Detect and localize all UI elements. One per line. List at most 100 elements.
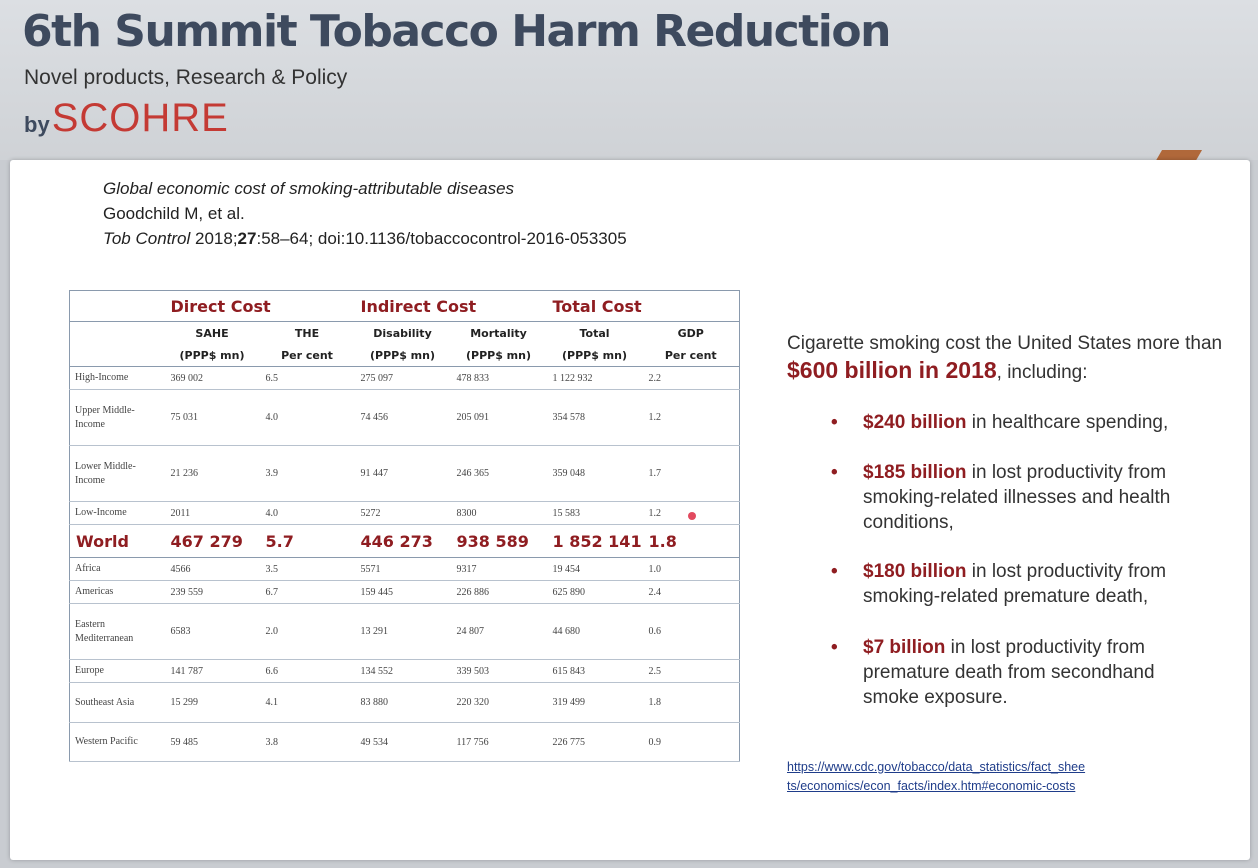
table-column-header-row: SAHE THE Disability Mortality Total GDP <box>69 321 740 344</box>
table-cell: 6583 <box>164 603 260 660</box>
table-cell: 117 756 <box>450 722 547 762</box>
article-reference: Global economic cost of smoking-attribut… <box>103 176 627 251</box>
row-label: Western Pacific <box>69 722 165 762</box>
world-value: 446 273 <box>354 524 451 558</box>
cost-bullet: • $240 billion in healthcare spending, <box>831 410 1211 435</box>
bullet-amount: $7 billion <box>863 637 946 658</box>
table-cell: 339 503 <box>450 659 547 683</box>
table-cell: 91 447 <box>354 445 451 502</box>
group-header-total-cost: Total Cost <box>552 296 642 316</box>
table-cell: 1.7 <box>642 445 740 502</box>
table-group-header-row: Direct Cost Indirect Cost Total Cost <box>70 291 740 322</box>
table-cell: 226 775 <box>546 722 643 762</box>
row-label: Americas <box>69 580 165 604</box>
table-cell: 15 299 <box>164 682 260 723</box>
cost-bullet: • $180 billion in lost productivity from … <box>831 559 1211 609</box>
table-cell: 2011 <box>164 501 260 525</box>
table-row: Africa 4566 3.5 5571 9317 19 454 1.0 <box>69 557 740 581</box>
title-banner <box>0 0 1258 160</box>
pointer-dot <box>688 512 696 520</box>
table-cell: 3.8 <box>259 722 355 762</box>
summit-subtitle: Novel products, Research & Policy <box>24 66 348 89</box>
article-citation: Tob Control 2018;27:58–64; doi:10.1136/t… <box>103 226 627 251</box>
unit-header: Per cent <box>642 344 740 367</box>
table-cell: 5571 <box>354 557 451 581</box>
table-cell: 74 456 <box>354 389 451 446</box>
bullet-text: in lost productivity from premature deat… <box>863 637 1155 708</box>
table-cell: 226 886 <box>450 580 547 604</box>
unit-header: Per cent <box>259 344 355 367</box>
row-label: Low-Income <box>69 501 165 525</box>
table-cell: 6.6 <box>259 659 355 683</box>
table-cell: 49 534 <box>354 722 451 762</box>
table-cell: 13 291 <box>354 603 451 660</box>
world-label: World <box>69 524 165 558</box>
table-cell: 369 002 <box>164 366 260 390</box>
table-cell: 2.4 <box>642 580 740 604</box>
table-row: Upper Middle-Income 75 031 4.0 74 456 205 09… <box>69 389 740 446</box>
table-cell: 75 031 <box>164 389 260 446</box>
row-label: High-Income <box>69 366 165 390</box>
column-header: Mortality <box>450 321 547 344</box>
bullet-text: in healthcare spending, <box>966 412 1169 433</box>
cost-bullet: • $185 billion in lost productivity from … <box>831 460 1211 535</box>
table-cell: 5272 <box>354 501 451 525</box>
unit-header: (PPP$ mn) <box>546 344 643 367</box>
column-header: THE <box>259 321 355 344</box>
unit-header: (PPP$ mn) <box>164 344 260 367</box>
empty-cell <box>69 344 165 367</box>
citation-pages-doi: :58–64; doi:10.1136/tobaccocontrol-2016-… <box>256 229 627 248</box>
column-header: Disability <box>354 321 451 344</box>
row-label: Europe <box>69 659 165 683</box>
table-cell: 319 499 <box>546 682 643 723</box>
row-label: Southeast Asia <box>69 682 165 723</box>
summary-intro-start: Cigarette smoking cost the United States… <box>787 333 1223 354</box>
table-cell: 83 880 <box>354 682 451 723</box>
economic-cost-table: Direct Cost Indirect Cost Total Cost SAHE TH… <box>69 290 740 762</box>
table-cell: 1.2 <box>642 389 740 446</box>
table-cell: 4.1 <box>259 682 355 723</box>
group-header-indirect-cost: Indirect Cost <box>360 296 477 316</box>
table-cell: 1.8 <box>642 682 740 723</box>
table-cell: 1 122 932 <box>546 366 643 390</box>
summit-title: 6th Summit Tobacco Harm Reduction <box>22 6 891 57</box>
world-value: 5.7 <box>259 524 355 558</box>
article-title: Global economic cost of smoking-attribut… <box>103 179 515 198</box>
bullet-marker: • <box>831 561 838 582</box>
table-cell: 141 787 <box>164 659 260 683</box>
cdc-source-link[interactable]: https://www.cdc.gov/tobacco/data_statist… <box>787 760 1086 793</box>
table-cell: 134 552 <box>354 659 451 683</box>
column-header: Total <box>546 321 643 344</box>
table-cell: 478 833 <box>450 366 547 390</box>
table-row: High-Income 369 002 6.5 275 097 478 833 1 122… <box>69 366 740 390</box>
slide-content: Global economic cost of smoking-attribut… <box>10 160 1250 860</box>
column-header: GDP <box>642 321 740 344</box>
brand-by: by <box>24 112 50 137</box>
brand-name: SCOHRE <box>51 96 229 140</box>
empty-cell <box>70 291 165 322</box>
table-cell: 6.7 <box>259 580 355 604</box>
table-row: Eastern Mediterranean 6583 2.0 13 291 24 807… <box>69 603 740 660</box>
unit-header: (PPP$ mn) <box>450 344 547 367</box>
table-cell: 4.0 <box>259 501 355 525</box>
world-value: 1.8 <box>642 524 740 558</box>
table-cell: 9317 <box>450 557 547 581</box>
table-cell: 4.0 <box>259 389 355 446</box>
table-cell: 6.5 <box>259 366 355 390</box>
empty-cell <box>643 291 740 322</box>
table-row: Western Pacific 59 485 3.8 49 534 117 756 226… <box>69 722 740 762</box>
table-cell: 625 890 <box>546 580 643 604</box>
table-cell: 21 236 <box>164 445 260 502</box>
table-cell: 44 680 <box>546 603 643 660</box>
table-cell: 159 445 <box>354 580 451 604</box>
table-cell: 2.5 <box>642 659 740 683</box>
citation-volume: 27 <box>237 229 257 248</box>
table-cell: 0.6 <box>642 603 740 660</box>
row-label: Eastern Mediterranean <box>69 603 165 660</box>
bullet-amount: $185 billion <box>863 462 967 483</box>
table-cell: 205 091 <box>450 389 547 446</box>
table-cell: 3.5 <box>259 557 355 581</box>
world-value: 938 589 <box>450 524 547 558</box>
bullet-text: in lost productivity from smoking-relate… <box>863 462 1171 533</box>
bullet-marker: • <box>831 412 838 433</box>
